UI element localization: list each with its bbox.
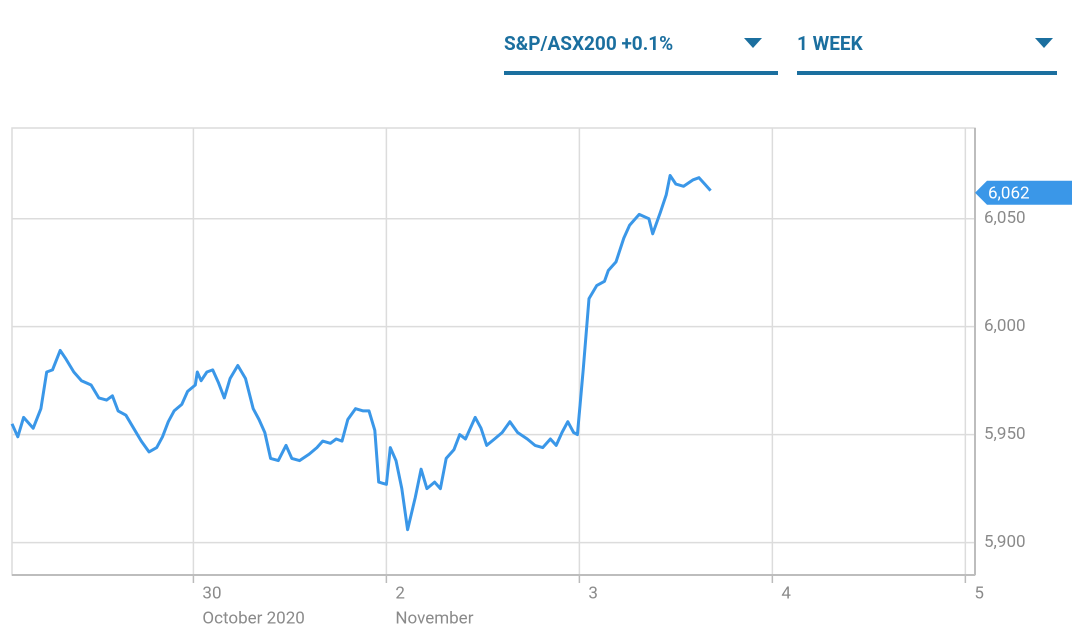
x-tick-label: 30	[202, 583, 221, 603]
last-value-label: 6,062	[988, 183, 1030, 203]
x-period-label: October 2020	[202, 608, 304, 628]
y-tick-label: 6,050	[984, 208, 1026, 228]
y-tick-label: 5,950	[984, 424, 1026, 444]
index-dropdown[interactable]: S&P/ASX200 +0.1%	[504, 32, 778, 75]
last-value-tag	[975, 180, 1072, 205]
x-tick-label: 3	[588, 583, 598, 603]
dropdown-label: S&P/ASX200 +0.1%	[504, 32, 673, 55]
plot-frame	[11, 127, 976, 576]
x-period-label: November	[395, 608, 473, 628]
y-tick-label: 6,000	[984, 316, 1026, 336]
dropdown-arrow	[744, 38, 762, 48]
price-line	[10, 174, 712, 532]
dropdown-arrow	[1035, 38, 1053, 48]
x-tick-label: 2	[395, 583, 405, 603]
dropdown-underline	[504, 71, 778, 75]
x-tick-label: 4	[781, 583, 791, 603]
y-tick-label: 5,900	[984, 532, 1026, 552]
dropdown-underline	[797, 71, 1057, 75]
period-dropdown[interactable]: 1 WEEK	[797, 32, 1057, 75]
dropdown-label: 1 WEEK	[797, 32, 864, 55]
plot: 5,900 5,950 6,000 6,050 30 2 3 4 5 October 2020 No…	[10, 127, 1072, 628]
x-tick-label: 5	[974, 583, 984, 603]
